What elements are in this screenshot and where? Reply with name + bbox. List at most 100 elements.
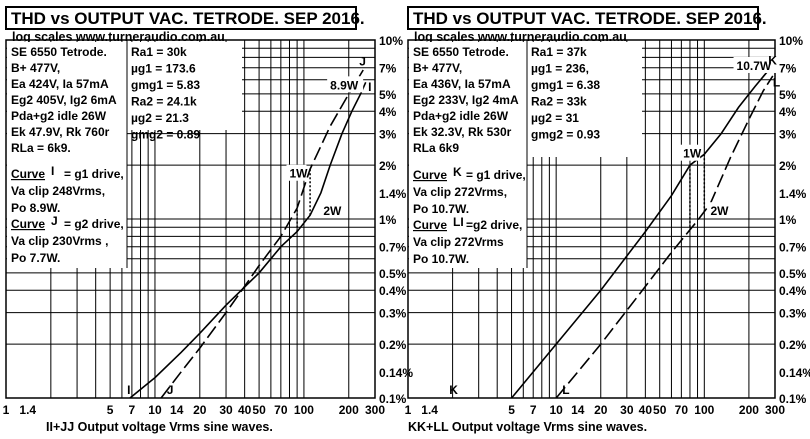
chart-title-box (407, 6, 759, 30)
info-right-line: gmg2 = 0.89 (131, 128, 200, 142)
y-tick-label: 4% (779, 105, 797, 119)
y-tick-label: 1% (779, 213, 797, 227)
chart-title: THD vs OUTPUT VAC. TETRODE. SEP 2016. (11, 9, 365, 28)
info-right-line: Ra2 = 24.1k (131, 95, 197, 109)
info-left-line: Eg2 233V, Ig2 4mA (413, 93, 519, 107)
y-tick-label: 10% (779, 34, 803, 48)
info-left-line: B+ 477V, (11, 61, 60, 75)
y-tick-label: 7% (379, 62, 397, 76)
curve-note-head: Curve (11, 167, 45, 181)
annotation-bg (320, 202, 341, 219)
curve-note-key: LI (453, 215, 464, 229)
info-left-line: Ea 424V, Ia 57mA (11, 77, 109, 91)
annotation-bg (327, 76, 364, 93)
y-tick-label: 10% (379, 34, 403, 48)
x-tick-label: 70 (274, 403, 288, 417)
x-tick-label: 200 (739, 403, 759, 417)
info-left-line: Ek 47.9V, Rk 760r (11, 125, 110, 139)
x-tick-label: 200 (339, 403, 359, 417)
x-axis-label: KK+LL Output voltage Vrms sine waves. (408, 420, 647, 434)
y-tick-label: 3% (379, 128, 397, 142)
plot-frame (407, 39, 776, 399)
x-tick-label: 50 (653, 403, 667, 417)
x-tick-label: 14 (170, 403, 184, 417)
info-left-line: Eg2 405V, Ig2 6mA (11, 93, 117, 107)
y-tick-label: 4% (379, 105, 397, 119)
x-tick-label: 40 (639, 403, 653, 417)
info-left-line: RLa = 6k9. (11, 141, 71, 155)
y-tick-label: 0.2% (779, 338, 807, 352)
info-right-line: µg1 = 173.6 (131, 62, 196, 76)
annotation-bg (680, 144, 701, 161)
annotation-label: 10.7W (737, 59, 772, 73)
annotation-label: K (768, 53, 777, 67)
y-tick-label: 5% (779, 88, 797, 102)
y-tick-label: 0.5% (779, 267, 807, 281)
curve-note-line: Va clip 248Vrms, (11, 184, 105, 198)
info-right-line: Ra1 = 30k (131, 45, 187, 59)
info-right-line: gmg1 = 5.83 (131, 78, 200, 92)
x-tick-label: 5 (107, 403, 114, 417)
info-left-line: RLa 6k9 (413, 141, 459, 155)
x-axis-label: II+JJ Output voltage Vrms sine waves. (46, 420, 273, 434)
info-right-line: Ra1 = 37k (531, 45, 587, 59)
x-tick-label: 10 (148, 403, 162, 417)
info-right-line: gmg1 = 6.38 (531, 78, 600, 92)
y-tick-label: 5% (379, 88, 397, 102)
curve-note-text: = g2 drive, (64, 217, 124, 231)
chart-title: THD vs OUTPUT VAC. TETRODE. SEP 2016. (413, 9, 767, 28)
annotation-label: I (368, 80, 371, 94)
y-tick-label: 2% (379, 159, 397, 173)
x-tick-label: 10 (549, 403, 563, 417)
x-tick-label: 300 (765, 403, 785, 417)
y-tick-label: 0.7% (379, 241, 407, 255)
annotation-label: 1W (289, 167, 308, 181)
curve-note-head: Curve (413, 168, 447, 182)
y-tick-label: 0.2% (379, 338, 407, 352)
x-tick-label: 300 (365, 403, 385, 417)
curve-note-text: =g2 drive, (466, 218, 522, 232)
y-tick-label: 7% (779, 62, 797, 76)
y-tick-label: 0.1% (379, 392, 407, 406)
curve-note-line: Po 10.7W. (413, 202, 469, 216)
annotation-label: 2W (323, 204, 342, 218)
info-right-line: Ra2 = 33k (531, 95, 587, 109)
info-left-line: B+ 477V, (413, 61, 462, 75)
annotation-label: L (562, 383, 569, 397)
annotation-label: I (127, 383, 130, 397)
x-tick-label: 1 (405, 403, 412, 417)
curve-note-line: Va clip 230Vrms , (11, 234, 108, 248)
curve-note-line: Po 8.9W. (11, 201, 60, 215)
x-tick-label: 20 (594, 403, 608, 417)
chart-subtitle: log scales www.turneraudio.com.au (12, 30, 225, 44)
info-left-line: SE 6550 Tetrode. (413, 45, 509, 59)
info-left-line: Ea 436V, Ia 57mA (413, 77, 511, 91)
chart-panel-2: THD vs OUTPUT VAC. TETRODE. SEP 2016. log… (405, 6, 810, 434)
curve-note-line: Va clip 272Vrms, (413, 185, 507, 199)
curve-note-key: J (51, 214, 58, 228)
chart-subtitle: log scales www.turneraudio.com.au (414, 30, 627, 44)
y-tick-label: 0.1% (779, 392, 807, 406)
y-tick-label: 1.4% (379, 187, 407, 201)
x-tick-label: 7 (129, 403, 136, 417)
info-box-bg (7, 42, 242, 130)
x-tick-label: 1.4 (421, 403, 438, 417)
y-tick-label: 0.7% (779, 241, 807, 255)
curve-note-line: Po 7.7W. (11, 251, 60, 265)
chart-title-box (5, 6, 357, 30)
y-tick-label: 0.4% (379, 284, 407, 298)
curve-note-key: I (51, 164, 54, 178)
curve-note-text: = g1 drive, (466, 168, 526, 182)
chart-panel-1: THD vs OUTPUT VAC. TETRODE. SEP 2016. log… (3, 6, 413, 434)
x-tick-label: 1 (3, 403, 10, 417)
y-tick-label: 1.4% (779, 187, 807, 201)
x-tick-label: 14 (571, 403, 585, 417)
curve-note-line: Po 10.7W. (413, 252, 469, 266)
x-tick-label: 70 (675, 403, 689, 417)
series-line-K (510, 67, 772, 399)
annotation-label: L (773, 75, 780, 89)
x-tick-label: 100 (294, 403, 314, 417)
x-tick-label: 30 (219, 403, 233, 417)
y-tick-label: 0.3% (379, 307, 407, 321)
